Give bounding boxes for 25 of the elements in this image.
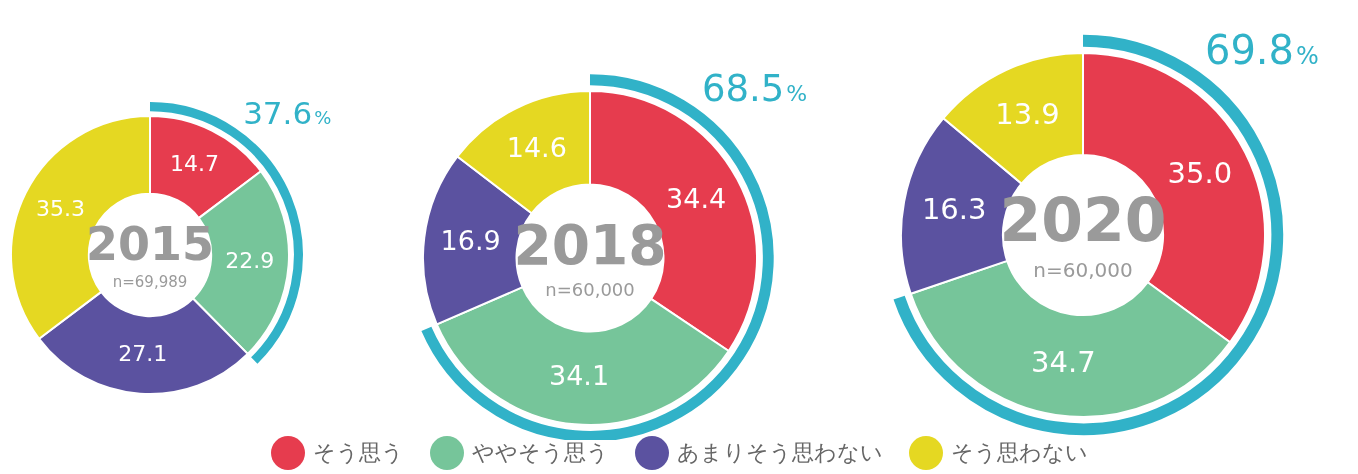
text: 69.8% [1204, 27, 1319, 74]
text: 2020 [999, 185, 1167, 256]
data-label: 16.9 [440, 225, 501, 257]
text: n=69,989 [112, 272, 188, 291]
data-label: 14.7 [170, 151, 220, 177]
data-label: 35.3 [35, 196, 85, 222]
text: 68.5% [701, 67, 808, 111]
data-label: 27.1 [118, 340, 168, 366]
legend-label: そう思わない [950, 439, 1088, 467]
legend-label: ややそう思う [471, 439, 609, 467]
data-label: 35.0 [1167, 156, 1233, 191]
text: 2015 [85, 217, 215, 271]
text: n=60,000 [545, 279, 635, 301]
data-label: 34.7 [1031, 345, 1096, 380]
data-label: 16.3 [921, 191, 987, 226]
data-label: 14.6 [506, 132, 567, 164]
text: n=60,000 [1033, 257, 1133, 282]
data-label: 13.9 [995, 96, 1060, 131]
data-label: 34.4 [666, 183, 727, 215]
text: 37.6% [243, 95, 332, 132]
legend-label: あまりそう思わない [676, 439, 883, 467]
data-label: 22.9 [225, 247, 275, 273]
text: 2018 [513, 212, 667, 277]
data-label: 34.1 [549, 359, 610, 391]
legend-label: そう思う [312, 439, 404, 467]
